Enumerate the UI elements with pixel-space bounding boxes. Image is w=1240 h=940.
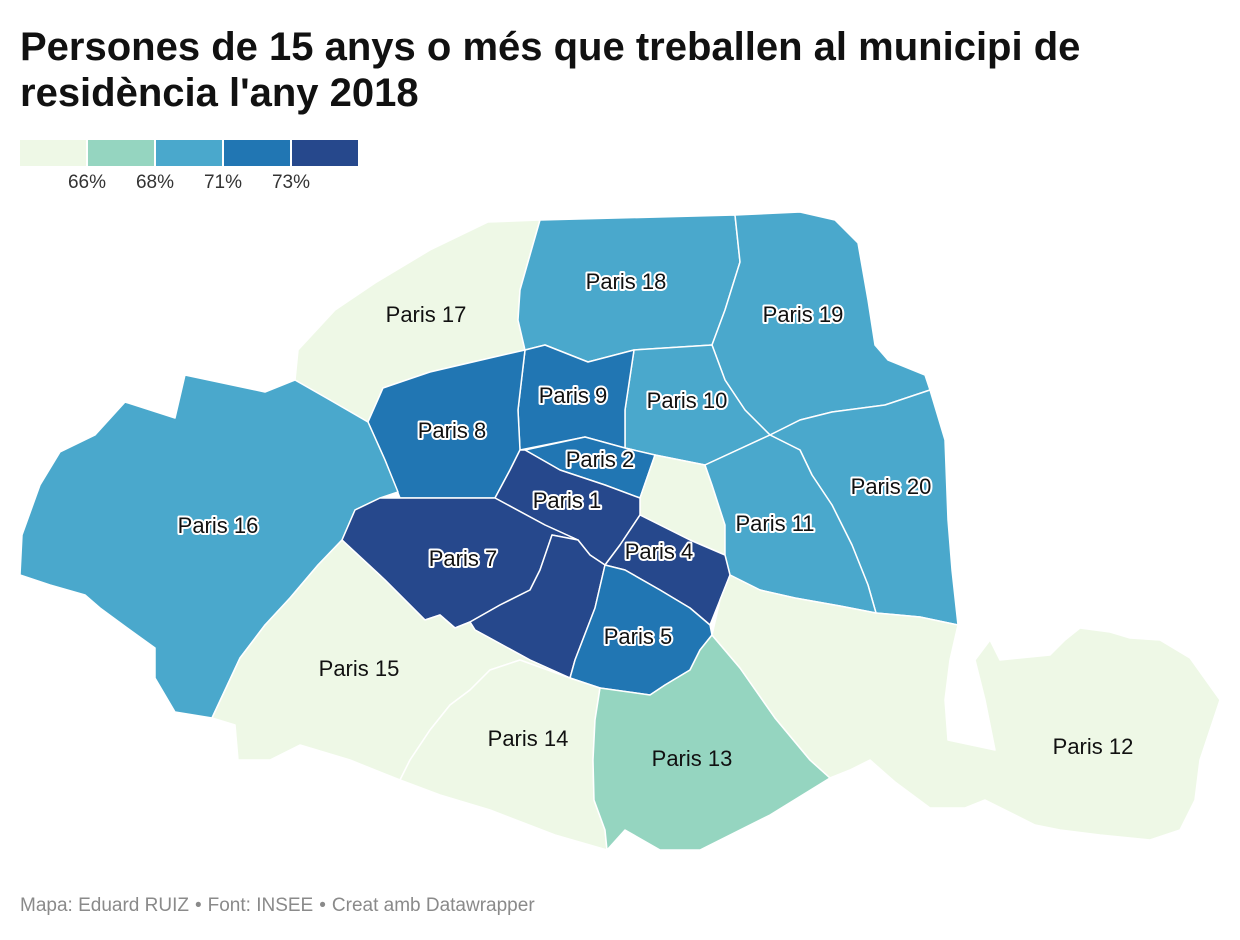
districts-layer bbox=[19, 211, 1221, 851]
footer-separator: • bbox=[194, 895, 202, 916]
legend-swatch-4 bbox=[224, 140, 290, 166]
labels-layer: Paris 17 Paris 18 Paris 19 Paris 20 Pari… bbox=[176, 267, 1134, 771]
map-title: Persones de 15 anys o més que treballen … bbox=[20, 25, 1081, 115]
legend-swatch-3 bbox=[156, 140, 222, 166]
label-paris-7: Paris 7 bbox=[429, 546, 497, 571]
legend-swatch-5 bbox=[292, 140, 358, 166]
label-paris-14: Paris 14 bbox=[488, 726, 569, 751]
legend-tick-3: 71% bbox=[203, 172, 243, 193]
footer-map-credit: Mapa: Eduard RUIZ bbox=[20, 895, 189, 916]
district-paris-12[interactable] bbox=[711, 574, 1221, 841]
map-footer: Mapa: Eduard RUIZ • Font: INSEE • Creat amb … bbox=[20, 895, 535, 917]
footer-source: Font: INSEE bbox=[207, 895, 314, 916]
footer-datawrapper-link[interactable]: Creat amb Datawrapper bbox=[331, 895, 535, 916]
legend-swatch-2 bbox=[88, 140, 154, 166]
label-paris-10: Paris 10 bbox=[647, 388, 728, 413]
paris-arrondissements-map: Paris 17 Paris 18 Paris 19 Paris 20 Pari… bbox=[19, 211, 1221, 851]
footer-separator: • bbox=[319, 895, 326, 916]
color-legend: 66% 68% 71% 73% bbox=[20, 140, 360, 200]
label-paris-20: Paris 20 bbox=[851, 474, 932, 499]
label-paris-8: Paris 8 bbox=[418, 418, 486, 443]
label-paris-17: Paris 17 bbox=[386, 302, 467, 327]
label-paris-5: Paris 5 bbox=[604, 624, 672, 649]
label-paris-15: Paris 15 bbox=[319, 656, 400, 681]
label-paris-13: Paris 13 bbox=[652, 746, 733, 771]
legend-tick-4: 73% bbox=[271, 172, 311, 193]
district-paris-13[interactable] bbox=[592, 634, 831, 851]
legend-tick-2: 68% bbox=[135, 172, 175, 193]
label-paris-9: Paris 9 bbox=[539, 383, 607, 408]
label-paris-16: Paris 16 bbox=[178, 513, 259, 538]
district-paris-16[interactable] bbox=[19, 374, 399, 719]
label-paris-4: Paris 4 bbox=[625, 539, 693, 564]
legend-swatch-1 bbox=[20, 140, 86, 166]
label-paris-11: Paris 11 bbox=[735, 511, 814, 536]
label-paris-12: Paris 12 bbox=[1053, 734, 1134, 759]
label-paris-1: Paris 1 bbox=[533, 488, 601, 513]
label-paris-2: Paris 2 bbox=[566, 447, 634, 472]
legend-tick-1: 66% bbox=[67, 172, 107, 193]
label-paris-18: Paris 18 bbox=[586, 269, 667, 294]
label-paris-19: Paris 19 bbox=[763, 302, 844, 327]
